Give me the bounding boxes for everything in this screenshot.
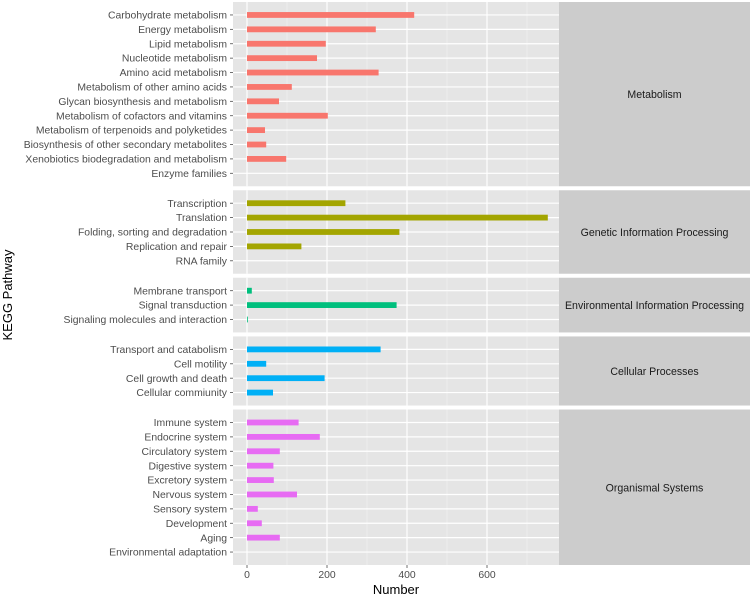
category-label: Membrane transport: [133, 286, 227, 297]
bar: [247, 84, 292, 90]
category-label: Sensory system: [153, 504, 227, 515]
bar: [247, 448, 280, 455]
category-label: RNA family: [176, 256, 228, 267]
bar: [247, 419, 299, 426]
bar: [247, 375, 325, 382]
category-label: Biosynthesis of other secondary metaboli…: [24, 140, 227, 151]
bar: [247, 491, 297, 498]
category-label: Amino acid metabolism: [120, 68, 227, 79]
x-tick-label: 400: [398, 570, 416, 581]
category-label: Signal transduction: [139, 301, 228, 312]
x-axis-title: Number: [373, 582, 420, 595]
bar: [247, 462, 274, 469]
category-label: Cell growth and death: [126, 374, 227, 385]
category-label: Replication and repair: [126, 242, 228, 253]
category-label: Environmental adaptation: [109, 548, 227, 559]
category-label: Digestive system: [148, 461, 227, 472]
category-label: Metabolism of terpenoids and polyketides: [36, 126, 227, 137]
category-label: Xenobiotics biodegradation and metabolis…: [25, 155, 227, 166]
category-label: Endocrine system: [144, 432, 227, 443]
bar: [247, 141, 267, 148]
bar: [247, 534, 280, 541]
bar: [247, 200, 346, 207]
bar: [247, 316, 248, 323]
bar: [247, 287, 252, 294]
bar: [247, 26, 376, 33]
category-label: Development: [166, 519, 227, 530]
bar: [247, 214, 548, 221]
bar: [247, 12, 415, 18]
bar: [247, 156, 287, 162]
facet-strip-background: [559, 2, 750, 187]
bar: [247, 302, 397, 308]
bar: [247, 112, 328, 119]
bar: [247, 243, 302, 250]
category-label: Signaling molecules and interaction: [64, 315, 228, 326]
bar: [247, 360, 267, 367]
x-tick-label: 0: [244, 570, 250, 581]
category-label: Cellular commiunity: [136, 388, 227, 399]
facet-strip-label: Metabolism: [627, 89, 681, 101]
facet-strip-label: Cellular Processes: [610, 366, 698, 378]
bars: [247, 12, 548, 541]
category-label: Folding, sorting and degradation: [78, 228, 227, 239]
facet-strip-background: [559, 277, 750, 333]
category-labels: Carbohydrate metabolism Energy metabolism…: [24, 11, 233, 559]
bar: [247, 520, 262, 527]
x-tick-label: 200: [318, 570, 336, 581]
x-axis-ticks: 0 200 400 600: [244, 565, 496, 581]
bar: [247, 40, 326, 47]
category-label: Nucleotide metabolism: [122, 54, 227, 65]
category-label: Cell motility: [174, 359, 228, 370]
category-label: Excretory system: [147, 476, 227, 487]
facet-strip-background: [559, 336, 750, 406]
panel-background: [233, 2, 559, 187]
facet-strip-label: Organismal Systems: [606, 482, 704, 494]
category-label: Immune system: [154, 418, 227, 429]
category-label: Nervous system: [153, 490, 228, 501]
category-label: Energy metabolism: [138, 25, 227, 36]
bar: [247, 433, 320, 440]
category-label: Metabolism of other amino acids: [77, 83, 227, 94]
bar: [247, 389, 273, 396]
category-label: Enzyme families: [151, 169, 227, 180]
facet-strip-background: [559, 409, 750, 565]
category-label: Transcription: [167, 199, 227, 210]
x-tick-label: 600: [478, 570, 496, 581]
facet-strips: Metabolism Genetic Information Processing…: [559, 2, 750, 565]
facet-strip-background: [559, 190, 750, 274]
bar: [247, 477, 274, 483]
bar: [247, 55, 317, 62]
bar: [247, 346, 381, 353]
category-label: Transport and catabolism: [110, 345, 227, 356]
category-label: Aging: [200, 533, 227, 544]
bar: [247, 505, 258, 512]
bar: [247, 98, 279, 105]
category-label: Glycan biosynthesis and metabolism: [58, 97, 227, 108]
category-label: Circulatory system: [142, 447, 227, 458]
category-label: Metabolism of cofactors and vitamins: [56, 111, 227, 122]
bar: [247, 127, 265, 134]
bar: [247, 69, 379, 76]
bar: [247, 229, 400, 235]
facet-strip-label: Genetic Information Processing: [581, 227, 729, 239]
panel-background: [233, 409, 559, 565]
y-axis-title: KEGG Pathway: [0, 249, 15, 341]
category-label: Translation: [176, 213, 227, 224]
facet-strip-label: Environmental Information Processing: [565, 300, 744, 312]
category-label: Lipid metabolism: [149, 39, 227, 50]
category-label: Carbohydrate metabolism: [108, 11, 227, 22]
